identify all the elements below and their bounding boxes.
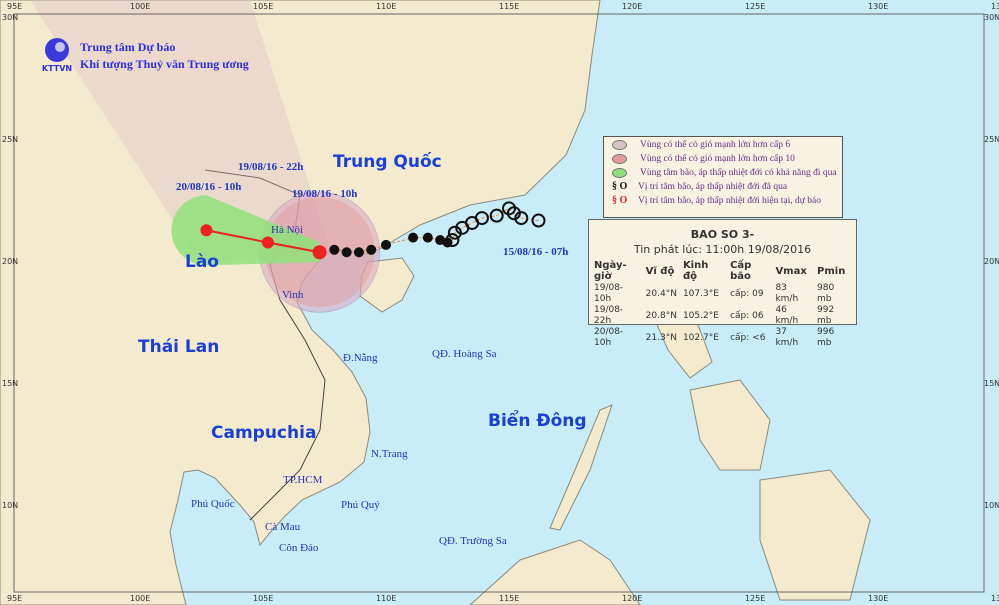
storm-title: BAO SO 3- <box>690 228 755 241</box>
lat-label: 15N <box>2 379 19 388</box>
lon-label: 115E <box>499 2 520 11</box>
past-storm-icon: § O <box>612 181 628 192</box>
past-position-marker <box>408 232 419 243</box>
past-position-marker <box>447 225 462 240</box>
lat-label: 30N <box>2 13 19 22</box>
label-east-sea: Biển Đông <box>488 411 587 431</box>
city-phu-quoc: Phú Quốc <box>191 498 235 510</box>
lat-label: 25N <box>984 135 999 144</box>
past-position-marker <box>502 201 516 216</box>
lon-label: 130E <box>868 594 889 603</box>
storm-forecast-table: Ngày-giờ Vĩ độ Kinh độ Cấp bão Vmax Pmin 19/… <box>594 260 856 349</box>
vietnam-border <box>204 169 326 521</box>
lon-label: 125E <box>745 2 766 11</box>
city-danang: Đ.Nẵng <box>343 352 378 364</box>
legend-item-gale10: Vùng có thể có gió mạnh lớn hơn cấp 10 <box>612 152 842 165</box>
lon-label: 100E <box>130 2 151 11</box>
label-thailand: Thái Lan <box>138 337 220 357</box>
lat-label: 20N <box>2 257 19 266</box>
past-position-marker <box>381 239 391 250</box>
city-con-dao: Côn Đảo <box>279 542 319 554</box>
org-name-line1: Trung tâm Dự báo <box>80 40 176 54</box>
past-position-marker <box>422 232 433 243</box>
mindanao-island <box>759 469 871 601</box>
label-china: Trung Quốc <box>333 152 442 172</box>
city-vinh: Vinh <box>282 289 304 301</box>
lon-label: 115E <box>499 594 520 603</box>
city-phu-quy: Phú Quý <box>341 499 380 511</box>
label-laos: Lào <box>185 252 219 272</box>
lon-label: 125E <box>745 594 766 603</box>
city-truong-sa: QĐ. Trường Sa <box>439 535 507 547</box>
city-hoang-sa: QĐ. Hoàng Sa <box>432 348 497 360</box>
lat-label: 25N <box>2 135 19 144</box>
probable-track-cone <box>171 195 320 266</box>
forecast-storm-icon: § O <box>612 195 628 206</box>
lightpink-swatch-icon <box>612 139 627 150</box>
past-position-marker <box>329 244 340 255</box>
lon-label: 120E <box>622 594 643 603</box>
past-position-marker <box>353 247 364 258</box>
label-cambodia: Campuchia <box>211 423 317 443</box>
table-row: 19/08-22h 20.8°N 105.2°E cấp: 06 46 km/h 992 … <box>594 305 835 326</box>
lat-label: 30N <box>984 13 999 22</box>
green-swatch-icon <box>612 167 627 178</box>
past-position-marker <box>366 244 377 255</box>
storm-info-box: BAO SO 3- Tin phát lúc: 11:00h 19/08/201… <box>588 219 857 348</box>
lon-label: 100E <box>130 594 151 603</box>
past-position-marker <box>531 213 546 228</box>
lat-label: 20N <box>984 257 999 266</box>
lat-label: 15N <box>984 379 999 388</box>
visayas-islands <box>689 379 771 471</box>
map-frame <box>13 13 985 593</box>
time-label-20-10h: 20/08/16 - 10h <box>176 181 242 193</box>
city-nha-trang: N.Trang <box>371 448 408 460</box>
forecast-position-marker <box>200 224 213 237</box>
lon-label: 95E <box>7 2 23 11</box>
logo: KTTVN Trung tâm Dự báo Khí tượng Thuỷ vă… <box>40 37 249 73</box>
time-label-19-22h: 19/08/16 - 22h <box>238 161 304 173</box>
borneo-island <box>469 539 641 605</box>
past-position-marker <box>341 247 352 258</box>
issued-time: Tin phát lúc: 11:00h 19/08/2016 <box>633 243 812 256</box>
table-row: 20/08-10h 21.3°N 102.7°E cấp: <6 37 km/h 996 … <box>594 327 835 348</box>
time-label-15-07h: 15/08/16 - 07h <box>503 246 569 258</box>
table-row: 19/08-10h 20.4°N 107.3°E cấp: 09 83 km/h 980 … <box>594 283 835 304</box>
time-label-19-10h: 19/08/16 - 10h <box>292 188 358 200</box>
table-header: Ngày-giờ Vĩ độ Kinh độ Cấp bão Vmax Pmin <box>594 260 846 282</box>
legend-item-forecast: § O Vị trí tâm bão, áp thấp nhiệt đới hiệ… <box>612 195 821 206</box>
lon-label: 105E <box>253 594 274 603</box>
lon-label: 130E <box>868 2 889 11</box>
pink-swatch-icon <box>612 153 627 164</box>
lat-label: 10N <box>984 501 999 510</box>
lat-label: 10N <box>2 501 19 510</box>
lon-label: 110E <box>376 2 397 11</box>
legend-item-cone: Vùng tâm bão, áp thấp nhiệt đới có khả n… <box>612 166 842 179</box>
uncertainty-wedge <box>30 0 330 262</box>
palawan-island <box>549 404 613 531</box>
legend: Vùng có thể có gió mạnh lớn hơn cấp 6 Vù… <box>603 136 843 218</box>
logo-text: KTTVN <box>41 64 73 73</box>
past-position-marker <box>435 235 446 246</box>
city-ca-mau: Cà Mau <box>265 521 301 533</box>
legend-item-past: § O Vị trí tâm bão, áp thấp nhiệt đới đã … <box>612 181 788 192</box>
city-hcm: TP.HCM <box>283 474 323 486</box>
lon-label: 120E <box>622 2 643 11</box>
city-hanoi: Hà Nội <box>271 224 304 236</box>
lon-label: 105E <box>253 2 274 11</box>
forecast-position-marker <box>312 245 327 260</box>
past-position-marker <box>489 208 504 223</box>
legend-item-gale6: Vùng có thể có gió mạnh lớn hơn cấp 6 <box>612 138 842 151</box>
lon-label: 135E <box>991 2 999 11</box>
lon-label: 110E <box>376 594 397 603</box>
lon-label: 135E <box>991 594 999 603</box>
lon-label: 95E <box>7 594 23 603</box>
kttv-logo-icon <box>45 38 69 62</box>
forecast-position-marker <box>261 236 274 249</box>
logo-mark: KTTVN <box>40 37 74 73</box>
mainland-asia <box>0 0 601 605</box>
org-name-line2: Khí tượng Thuỷ văn Trung ương <box>80 57 249 71</box>
